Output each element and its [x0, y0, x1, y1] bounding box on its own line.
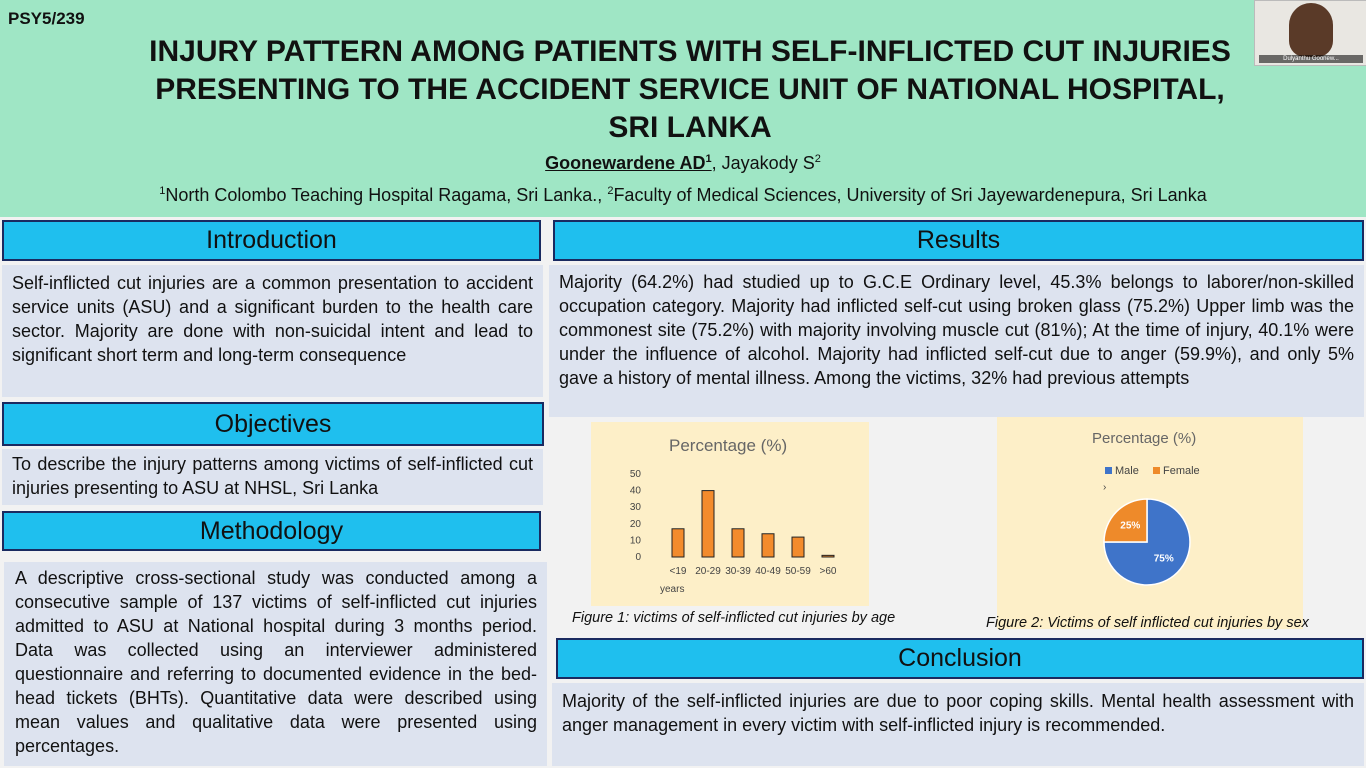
y-tick-label: 0	[635, 552, 641, 563]
bar	[701, 490, 715, 558]
second-author-name: Jayakody S	[721, 153, 815, 173]
lead-author: Goonewardene AD1	[545, 153, 711, 173]
affil-text-2: Faculty of Medical Sciences, University …	[613, 185, 1207, 205]
pie-slice	[1103, 498, 1148, 543]
y-tick-label: 50	[630, 469, 642, 480]
results-text: Majority (64.2%) had studied up to G.C.E…	[549, 265, 1364, 417]
y-tick-label: 30	[630, 502, 642, 513]
participant-avatar	[1289, 3, 1333, 57]
y-tick-label: 10	[630, 535, 642, 546]
legend-swatch	[1153, 467, 1160, 474]
figure1-chart-area: Percentage (%) 0 10 20 30 40 50 <19 20-29 30-39 4…	[591, 422, 869, 606]
x-tick-label: 30-39	[725, 566, 751, 577]
pie-data-label: 75%	[1154, 554, 1174, 565]
affil-sup-2: 2	[607, 185, 614, 197]
title-line: INJURY PATTERN AMONG PATIENTS WITH SELF-…	[149, 35, 1231, 68]
conclusion-text: Majority of the self-inflicted injuries …	[552, 683, 1364, 766]
bar	[791, 536, 805, 558]
bar	[731, 528, 745, 558]
poster-header	[0, 0, 1366, 217]
figure1-bar-chart: 0 10 20 30 40 50 <19 20-29 30-39 40-49 50-59 >60 yea…	[630, 469, 837, 595]
lead-author-name: Goonewardene AD	[545, 153, 706, 173]
x-tick-label: 50-59	[785, 566, 811, 577]
introduction-text: Self-inflicted cut injuries are a common…	[2, 265, 543, 397]
x-tick-label: 40-49	[755, 566, 781, 577]
objectives-text: To describe the injury patterns among vi…	[2, 449, 543, 505]
participant-name-label: Dulyanthu Goonew...	[1259, 55, 1363, 63]
bar	[671, 528, 685, 558]
bar	[761, 533, 775, 558]
methodology-heading: Methodology	[2, 511, 541, 551]
legend-swatch	[1105, 467, 1112, 474]
title-line: PRESENTING TO THE ACCIDENT SERVICE UNIT …	[155, 73, 1225, 106]
figure2-caption: Figure 2: Victims of self inflicted cut …	[986, 615, 1309, 631]
legend-entry: Male	[1115, 465, 1139, 477]
author-separator: ,	[711, 153, 722, 173]
poster-id: PSY5/239	[8, 9, 85, 28]
introduction-heading: Introduction	[2, 220, 541, 261]
poster-title: INJURY PATTERN AMONG PATIENTS WITH SELF-…	[40, 33, 1340, 147]
affiliations: 1North Colombo Teaching Hospital Ragama,…	[0, 185, 1366, 206]
lead-author-sup: 1	[705, 153, 712, 165]
title-line: SRI LANKA	[608, 111, 772, 144]
figure2-chart-area: Percentage (%) 75% 25% Male Female ›	[997, 417, 1303, 629]
methodology-text: A descriptive cross-sectional study was …	[4, 562, 547, 766]
x-tick-label: 20-29	[695, 566, 721, 577]
affil-text-1: North Colombo Teaching Hospital Ragama, …	[165, 185, 608, 205]
conclusion-heading: Conclusion	[556, 638, 1364, 679]
y-tick-label: 40	[630, 486, 642, 497]
legend-marker: ›	[1103, 482, 1106, 493]
figure1-chart-title: Percentage (%)	[669, 436, 788, 455]
x-tick-label: >60	[820, 566, 837, 577]
figure1-caption: Figure 1: victims of self-inflicted cut …	[572, 610, 896, 626]
bar	[821, 554, 835, 558]
y-tick-label: 20	[630, 519, 642, 530]
participant-video-tile[interactable]: Dulyanthu Goonew...	[1254, 0, 1366, 66]
x-unit-label: years	[660, 584, 684, 595]
author-list: Goonewardene AD1, Jayakody S2	[0, 153, 1366, 174]
affil-sup-1: 1	[159, 185, 166, 197]
x-tick-label: <19	[670, 566, 687, 577]
second-author-sup: 2	[814, 153, 821, 165]
legend-entry: Female	[1163, 465, 1200, 477]
figure2-pie-chart: 75% 25% Male Female ›	[1103, 465, 1200, 586]
pie-data-label: 25%	[1120, 520, 1140, 531]
results-heading: Results	[553, 220, 1364, 261]
pie-slice	[1103, 498, 1191, 586]
objectives-heading: Objectives	[2, 402, 544, 446]
figure2-chart-title: Percentage (%)	[1092, 430, 1197, 447]
